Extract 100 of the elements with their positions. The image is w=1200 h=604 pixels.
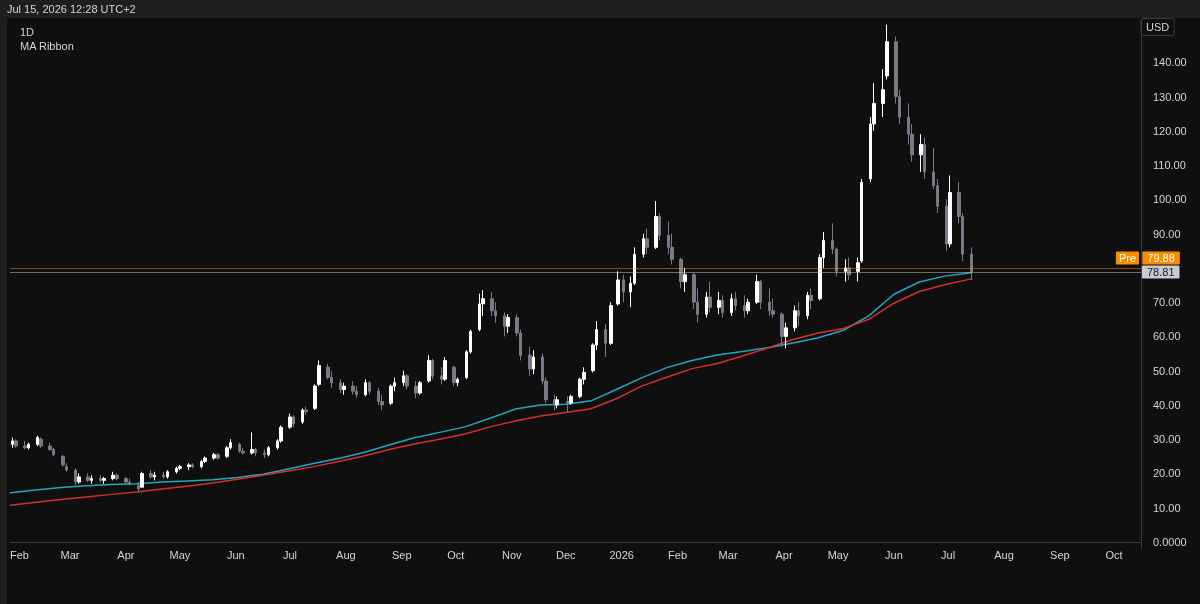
x-tick-label: Feb: [9, 548, 29, 561]
y-tick-label: 30.00: [1153, 433, 1181, 446]
candlestick: [478, 293, 481, 332]
x-tick-label: Jul: [282, 548, 297, 561]
candlestick: [11, 437, 14, 449]
candlestick: [919, 133, 923, 173]
candlestick: [683, 267, 687, 293]
y-axis-title: USD: [1146, 21, 1170, 33]
x-tick-label: Oct: [447, 548, 465, 561]
text: 1D: [20, 25, 35, 38]
candlestick: [250, 431, 254, 456]
x-tick-label: Jun: [226, 548, 245, 561]
candlestick: [503, 311, 506, 337]
candlestick: [90, 474, 93, 485]
y-tick-label: 140.00: [1153, 56, 1187, 69]
candlestick: [339, 378, 342, 394]
candlestick: [128, 478, 131, 486]
x-tick-label: May: [827, 548, 849, 561]
x-tick-label: Jul: [941, 548, 956, 561]
y-tick-label: 10.00: [1153, 501, 1181, 514]
y-tick-label: 100.00: [1153, 193, 1187, 206]
candlestick: [806, 291, 809, 320]
candlestick: [200, 459, 203, 469]
x-tick-label: Jun: [885, 548, 903, 561]
y-tick-label: 70.00: [1153, 296, 1181, 309]
candlestick: [945, 198, 948, 252]
candlestick: [301, 407, 304, 425]
candlestick: [39, 437, 43, 449]
candlestick: [705, 291, 708, 319]
x-tick-label: Sep: [391, 548, 412, 561]
x-tick-label: Apr: [775, 548, 793, 561]
candlestick: [721, 294, 724, 319]
candlestick: [734, 291, 737, 312]
candlestick: [881, 68, 885, 118]
x-tick-label: Dec: [556, 548, 577, 561]
candlestick: [642, 233, 645, 259]
candlestick: [115, 472, 119, 481]
candlestick: [431, 358, 434, 380]
x-tick-label: Aug: [994, 548, 1014, 561]
candlestick: [377, 387, 380, 406]
candlestick: [137, 481, 140, 493]
candlestick: [153, 471, 156, 481]
y-tick-label: 40.00: [1153, 398, 1181, 411]
candlestick: [528, 346, 532, 377]
candlestick: [241, 447, 245, 456]
candlestick: [238, 442, 241, 454]
candlestick: [654, 200, 658, 250]
candlestick: [36, 435, 39, 447]
candlestick: [844, 258, 847, 283]
candlestick: [759, 279, 762, 310]
candlestick: [140, 471, 144, 488]
candlestick: [658, 212, 661, 241]
y-tick-label: 60.00: [1153, 330, 1181, 343]
candlestick: [755, 274, 759, 305]
text: MA Ribbon: [20, 39, 74, 52]
candlestick: [27, 442, 30, 450]
candlestick: [645, 228, 649, 255]
y-tick-label: 20.00: [1153, 467, 1181, 480]
y-tick-label: 0.0000: [1153, 536, 1187, 548]
candlestick: [402, 370, 405, 387]
x-tick-label: Mar: [718, 548, 738, 561]
candlestick: [743, 294, 746, 319]
y-tick-label: 130.00: [1153, 90, 1187, 103]
x-tick-label: 2026: [609, 548, 634, 561]
candlestick: [124, 476, 128, 485]
y-tick-label: 90.00: [1153, 227, 1181, 240]
candlestick: [885, 24, 889, 80]
text: Jul 15, 2026 12:28 UTC+2: [7, 3, 136, 15]
candlestick: [717, 291, 721, 315]
candlestick: [405, 373, 409, 391]
candlestick: [679, 257, 683, 289]
ref-line-label: Pre 79.88: [1118, 251, 1175, 264]
candlestick: [622, 274, 625, 303]
candlestick: [427, 354, 431, 384]
candlestick: [923, 137, 926, 180]
candlestick: [14, 438, 18, 449]
candlestick: [456, 377, 459, 387]
candlestick: [440, 366, 443, 385]
candlestick: [784, 322, 788, 349]
candlestick: [23, 440, 27, 450]
candlestick: [604, 323, 607, 358]
candlestick: [263, 449, 266, 459]
candlestick: [780, 311, 784, 348]
y-tick-label: 110.00: [1153, 159, 1186, 172]
candlestick: [166, 469, 169, 480]
candlestick: [187, 462, 191, 471]
candlestick: [566, 395, 569, 413]
candlestick: [102, 476, 106, 485]
candlestick: [111, 471, 115, 481]
x-tick-label: Apr: [117, 548, 135, 561]
candlestick: [809, 287, 813, 310]
candlestick: [61, 454, 65, 468]
candlestick: [708, 281, 712, 313]
candlestick: [948, 174, 952, 248]
candlestick: [970, 246, 973, 281]
candlestick: [793, 305, 797, 332]
candlestick: [768, 287, 771, 317]
candlestick: [342, 382, 346, 396]
candlestick: [355, 385, 358, 399]
candlestick: [254, 447, 257, 457]
